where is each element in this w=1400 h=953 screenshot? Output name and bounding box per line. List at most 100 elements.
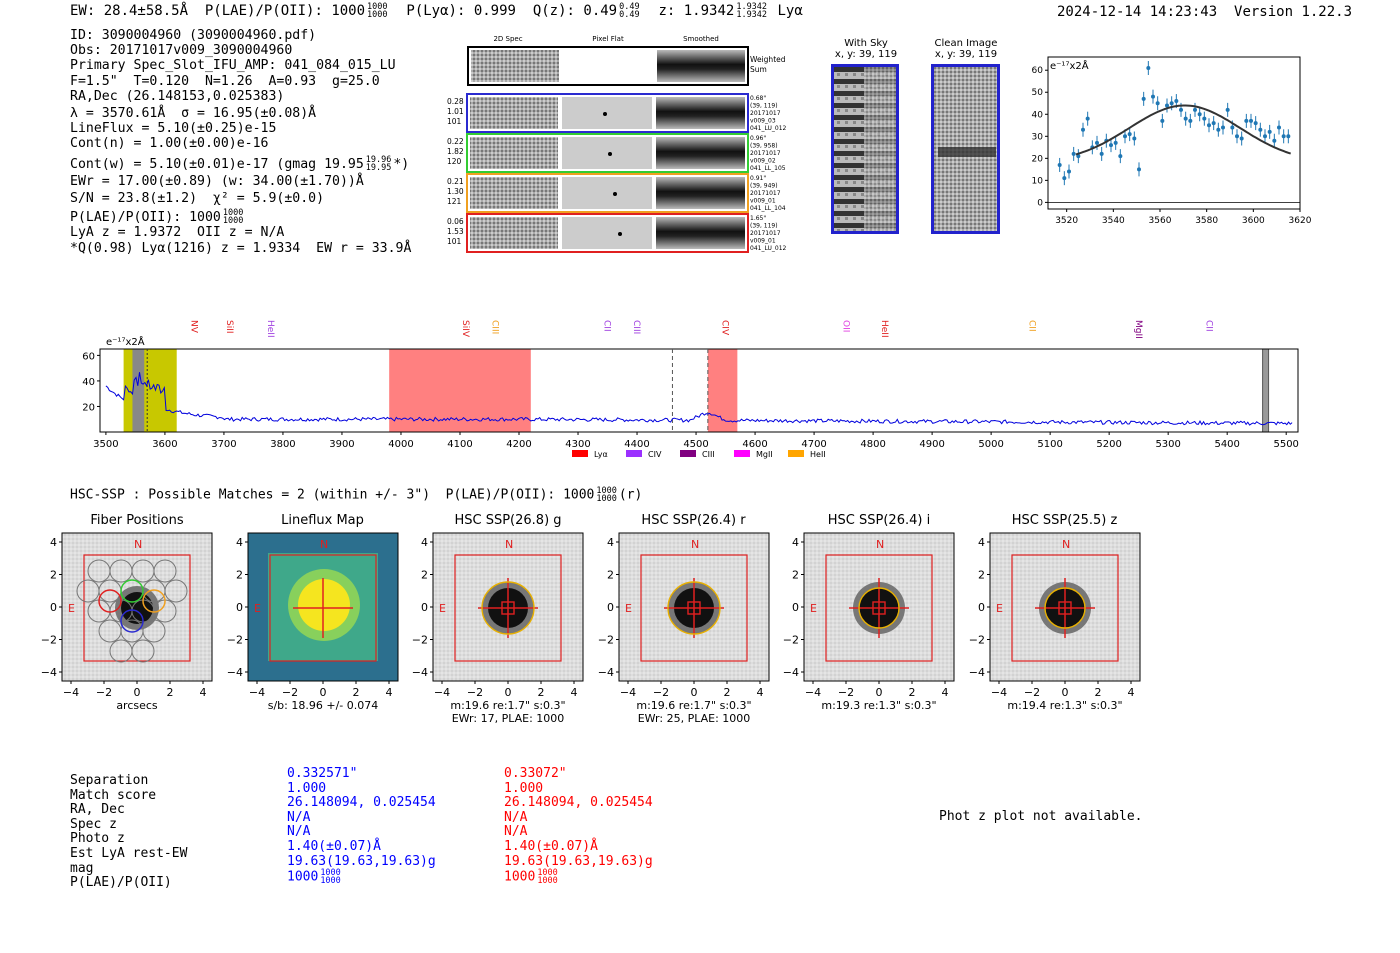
cutout-ellipse <box>666 581 721 635</box>
fiber-circle-highlight <box>142 589 166 613</box>
cutout-ellipse <box>481 581 535 635</box>
cutout-caption-2: EWr: 17, PLAE: 1000 <box>452 712 565 725</box>
info-line: ID: 3090004960 (3090004960.pdf) <box>70 28 317 43</box>
zoom-data-point <box>1071 151 1076 156</box>
match-plae-hi: 1000 <box>537 868 558 879</box>
cutout-title: HSC SSP(25.5) z <box>1011 513 1118 528</box>
zoom-ytick-label: 30 <box>1032 132 1044 142</box>
zoom-xticks: 3520 3540 3560 3580 3600 3620 <box>1055 209 1312 226</box>
fiber-row-left-label: 1.82 <box>447 147 464 156</box>
fiber-row-left-label: 101 <box>447 117 462 126</box>
cutout-panel: HSC SSP(26.8) g N E 4 2 0 −2 −4 −4 −2 0 2 4 m:19.6 re… <box>403 510 593 725</box>
zoom-data-point <box>1193 107 1197 112</box>
cutout-east-label: E <box>625 602 632 615</box>
zoom-data-point <box>1249 118 1253 123</box>
zoom-yticks: 0 10 20 30 40 50 60 <box>1032 66 1300 208</box>
fiber-row-left-label: 0.06 <box>447 217 464 226</box>
zoom-xtick-label: 3520 <box>1055 216 1078 226</box>
spec-xtick-label: 4100 <box>447 439 472 450</box>
fiber-row-right-label: v009_01 <box>750 198 776 205</box>
fiber-row-left-label: 0.22 <box>447 137 464 146</box>
fiber-spectra-svg: 2D Spec Pixel Flat Smoothed Weighted Sum… <box>447 35 787 253</box>
spec-line-label: CIII <box>489 320 499 334</box>
hsc-heading: HSC-SSP : Possible Matches = 2 (within +… <box>70 487 643 504</box>
cutout-ytick-label: 0 <box>978 601 985 614</box>
fiber-row-right-label: 041_LU_012 <box>750 245 787 252</box>
fiber-row-left-label: 101 <box>447 237 462 246</box>
cutout-east-label: E <box>68 602 75 615</box>
zoom-fit-curve <box>1075 104 1292 156</box>
zoom-data-point <box>1263 134 1267 139</box>
cutout-xtick-label: 4 <box>200 686 207 699</box>
cutout-center-box <box>501 601 515 615</box>
spec-line-label: CII <box>1204 320 1214 332</box>
zoom-data-point <box>1118 154 1123 159</box>
match-value: 26.148094, 0.025454 <box>504 795 653 811</box>
match-value: N/A <box>287 809 311 825</box>
fiber-row-right-label: 041_LU_012 <box>750 125 787 132</box>
zoom-unit-label: e⁻¹⁷x2Å <box>1050 59 1089 72</box>
match-label: Spec z <box>70 816 117 832</box>
cutout-search-box <box>825 554 933 662</box>
fiber-row-left-label: 1.30 <box>447 187 464 196</box>
cutout-ytick-label: −2 <box>412 634 428 647</box>
zoom-data-point <box>1286 134 1291 139</box>
cutout-title: HSC SSP(26.8) g <box>454 513 562 528</box>
cutout-svg: N E 4 2 0 −2 −4 −4 −2 0 2 4 m:19.6 re:1.7" s:0.3"EWr… <box>412 532 584 725</box>
hsc-heading-end: (r) <box>618 487 643 503</box>
zoom-data-point <box>1179 107 1183 112</box>
zoom-data-point <box>1174 99 1179 104</box>
zoom-data-point <box>1221 125 1225 130</box>
fiber-row-right-label: 20171017 <box>750 190 781 197</box>
cutout-ytick-label: 2 <box>978 569 985 582</box>
col-header-2d: 2D Spec <box>493 35 522 43</box>
spec-line-label: CIII <box>631 320 641 334</box>
cutout-ytick-label: −4 <box>412 666 428 679</box>
spec-legend-swatch <box>788 450 804 457</box>
info-line: λ = 3570.61Å σ = 16.95(±0.08)Å <box>70 106 317 122</box>
cutout-search-box <box>639 554 748 662</box>
match-label: Match score <box>70 787 157 803</box>
weighted-label-2: Sum <box>750 65 767 74</box>
with-sky-title: With Sky x, y: 39, 119 <box>826 38 906 60</box>
cutout-caption: m:19.6 re:1.7" s:0.3" <box>450 699 565 712</box>
cutout-center-box <box>686 601 701 615</box>
cutout-panel: HSC SSP(26.4) i N E 4 2 0 −2 −4 −4 −2 0 2 4 m:19.3 re… <box>774 510 964 725</box>
zoom-data-point <box>1188 118 1193 123</box>
cutout-xtick-label: −4 <box>805 686 821 699</box>
zoom-data-point <box>1272 138 1277 143</box>
fiber-row-right-label: v009_01 <box>750 238 776 245</box>
zoom-data-point <box>1216 127 1221 132</box>
weighted-2d <box>471 50 559 82</box>
cutout-xtick-label: −4 <box>619 686 635 699</box>
match-value: N/A <box>504 824 528 840</box>
zoom-plot-svg: e⁻¹⁷x2Å 0 10 20 30 40 50 60 3520 3540 3560 3580 36… <box>1032 56 1312 226</box>
cutout-svg: N E 4 2 0 −2 −4 −4 −2 0 2 4 m:19.6 re:1.7" s:0.3"EWr… <box>597 532 769 725</box>
cutout-xtick-label: −2 <box>96 686 112 699</box>
match-label: P(LAE)/P(OII) <box>70 875 172 891</box>
spec-legend-label: CIII <box>702 450 715 459</box>
zoom-ytick-label: 60 <box>1032 66 1044 76</box>
zoom-data-point <box>1146 66 1151 71</box>
fiber-row-right-label: 0.68" <box>750 95 766 102</box>
info-line: RA,Dec (26.148153,0.025383) <box>70 88 285 104</box>
fiber-row-right-label: 20171017 <box>750 110 781 117</box>
full-spectrum-svg: e⁻¹⁷x2Å NV SiII HeII SiIV CIII CII CIII CIV OII H… <box>82 320 1299 459</box>
header-plae-label: P(LAE)/P(OII): <box>204 3 323 19</box>
fiber-row-2d <box>470 217 558 249</box>
zoom-data-point <box>1258 127 1263 132</box>
header-version: Version 1.22.3 <box>1234 4 1353 20</box>
clean-image-svg <box>934 67 997 231</box>
zoom-data-point <box>1081 127 1085 132</box>
col-header-smoothed: Smoothed <box>683 35 719 43</box>
info-line: Primary Spec_Slot_IFU_AMP: 041_084_015_L… <box>70 58 396 74</box>
cutout-xtick-label: 4 <box>385 686 392 699</box>
match-value: 0.332571" <box>287 766 358 781</box>
match-table-labels: Separation Match score RA, Dec Spec z Ph… <box>70 773 187 891</box>
zoom-data-point <box>1267 129 1272 134</box>
spec-line-label: NV <box>189 320 199 334</box>
zoom-data-point <box>1197 112 1202 117</box>
match-value: N/A <box>287 824 311 840</box>
fiber-row-right-label: 041_LL_105 <box>750 165 786 172</box>
cutout-north-label: N <box>1062 538 1070 551</box>
